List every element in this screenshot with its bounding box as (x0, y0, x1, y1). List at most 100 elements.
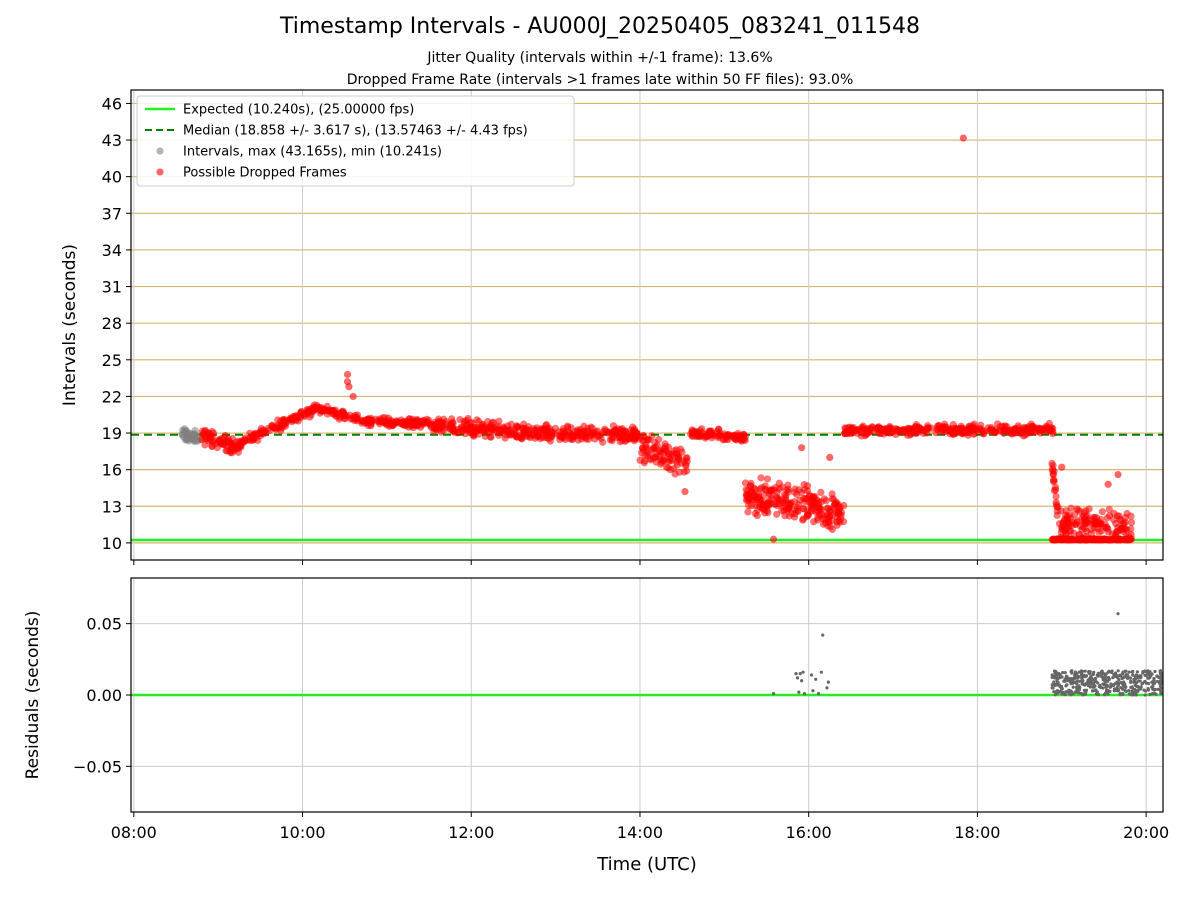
residual-point (1143, 673, 1147, 678)
residual-point (1057, 683, 1061, 687)
residual-point (811, 689, 815, 693)
dropped-frame-point (897, 428, 905, 436)
residual-points (771, 612, 1163, 697)
dropped-frame-point (384, 414, 393, 422)
dropped-frame-point (744, 508, 752, 516)
dropped-frame-point (1058, 463, 1066, 471)
residual-point (794, 671, 798, 676)
dropped-frame-point (459, 423, 467, 431)
residual-point (1064, 674, 1069, 678)
residual-point (1055, 679, 1059, 683)
dropped-frame-point (338, 408, 346, 416)
residual-point (1124, 669, 1128, 673)
dropped-frame-point (853, 426, 861, 434)
dropped-frame-point (228, 435, 237, 443)
residual-point (1159, 689, 1163, 694)
dropped-frame-point (739, 436, 747, 444)
chart-subtitle-dropped: Dropped Frame Rate (intervals >1 frames … (346, 72, 854, 88)
dropped-frame-point (585, 435, 593, 443)
dropped-frame-point (1084, 535, 1092, 543)
dropped-frame-point (1109, 516, 1118, 524)
residual-point (1129, 679, 1133, 683)
dropped-frame-point (293, 413, 301, 421)
dropped-frame-point (828, 525, 836, 534)
dropped-frame-point (688, 426, 696, 434)
residual-point (1083, 674, 1088, 679)
dropped-frame-point (367, 422, 375, 430)
dropped-frame-point (1049, 424, 1057, 432)
dropped-frame-point (791, 488, 799, 496)
dropped-frame-point (1071, 511, 1079, 519)
dropped-frame-point (920, 427, 928, 435)
residual-point (1147, 672, 1152, 676)
residual-point (1153, 669, 1157, 674)
dropped-frame-point (213, 444, 221, 452)
dropped-frame-point (799, 504, 807, 513)
dropped-frame-point (401, 422, 409, 430)
residual-point (1097, 685, 1101, 689)
residual-point (1069, 676, 1074, 681)
dropped-frame-point (541, 428, 549, 437)
dropped-frame-point (1116, 515, 1124, 523)
dropped-frame-point (629, 427, 637, 435)
dropped-frame-point (778, 483, 787, 491)
residual-point (1154, 692, 1158, 696)
dropped-frame-point (826, 453, 834, 462)
residual-point (1144, 689, 1148, 693)
residual-point (814, 677, 818, 681)
dropped-frame-point (603, 429, 611, 437)
dropped-frame-point (1127, 525, 1135, 533)
y-tick-label: 25 (102, 351, 122, 370)
dropped-frame-point (1067, 536, 1075, 544)
interval-point (179, 426, 187, 434)
dropped-frame-point (1114, 527, 1122, 536)
dropped-frame-point (535, 432, 543, 440)
residual-point (1131, 687, 1135, 691)
residual-point (1073, 675, 1077, 679)
dropped-frame-point (446, 423, 454, 431)
residual-point (1124, 689, 1128, 694)
dropped-frame-point (818, 506, 826, 514)
dropped-frame-point (221, 431, 229, 440)
dropped-frame-point (425, 420, 433, 428)
residual-point (1156, 687, 1160, 691)
residual-point (1146, 687, 1150, 691)
residual-point (1143, 693, 1147, 697)
residual-point (1055, 673, 1059, 677)
residual-point (802, 691, 807, 696)
residual-point (1058, 676, 1062, 680)
residual-point (1136, 684, 1140, 689)
y-tick-label: 34 (102, 241, 122, 260)
residual-point (1078, 679, 1082, 683)
dropped-frame-point (547, 432, 555, 440)
y-tick-label: 16 (102, 461, 122, 480)
dropped-frame-point (881, 425, 890, 433)
x-tick-label: 12:00 (448, 823, 494, 842)
residual-point (1148, 674, 1152, 679)
x-tick-label: 16:00 (786, 823, 832, 842)
dropped-frame-point (807, 496, 815, 505)
dropped-frame-point (1114, 470, 1122, 479)
residual-point (1145, 670, 1149, 674)
x-tick-label: 08:00 (111, 823, 157, 842)
dropped-frame-point (861, 432, 869, 440)
dropped-frame-point (435, 415, 443, 423)
residual-point (1087, 670, 1091, 674)
residual-point (1116, 687, 1120, 691)
dropped-frame-point (1127, 518, 1136, 527)
residual-point (1096, 681, 1100, 685)
residual-point (1063, 670, 1067, 675)
dropped-frame-point (644, 436, 652, 444)
dropped-frame-point (817, 488, 825, 497)
residual-point (1139, 675, 1143, 679)
dropped-frame-point (786, 500, 794, 508)
dropped-frame-point (1043, 426, 1051, 435)
dropped-frame-point (237, 443, 245, 451)
residual-point (800, 679, 804, 683)
residual-point (1054, 690, 1058, 694)
residual-point (1090, 689, 1095, 693)
dropped-frame-point (480, 427, 488, 435)
residual-point (1125, 676, 1130, 680)
residual-point (1127, 692, 1132, 696)
dropped-frame-point (577, 428, 586, 436)
